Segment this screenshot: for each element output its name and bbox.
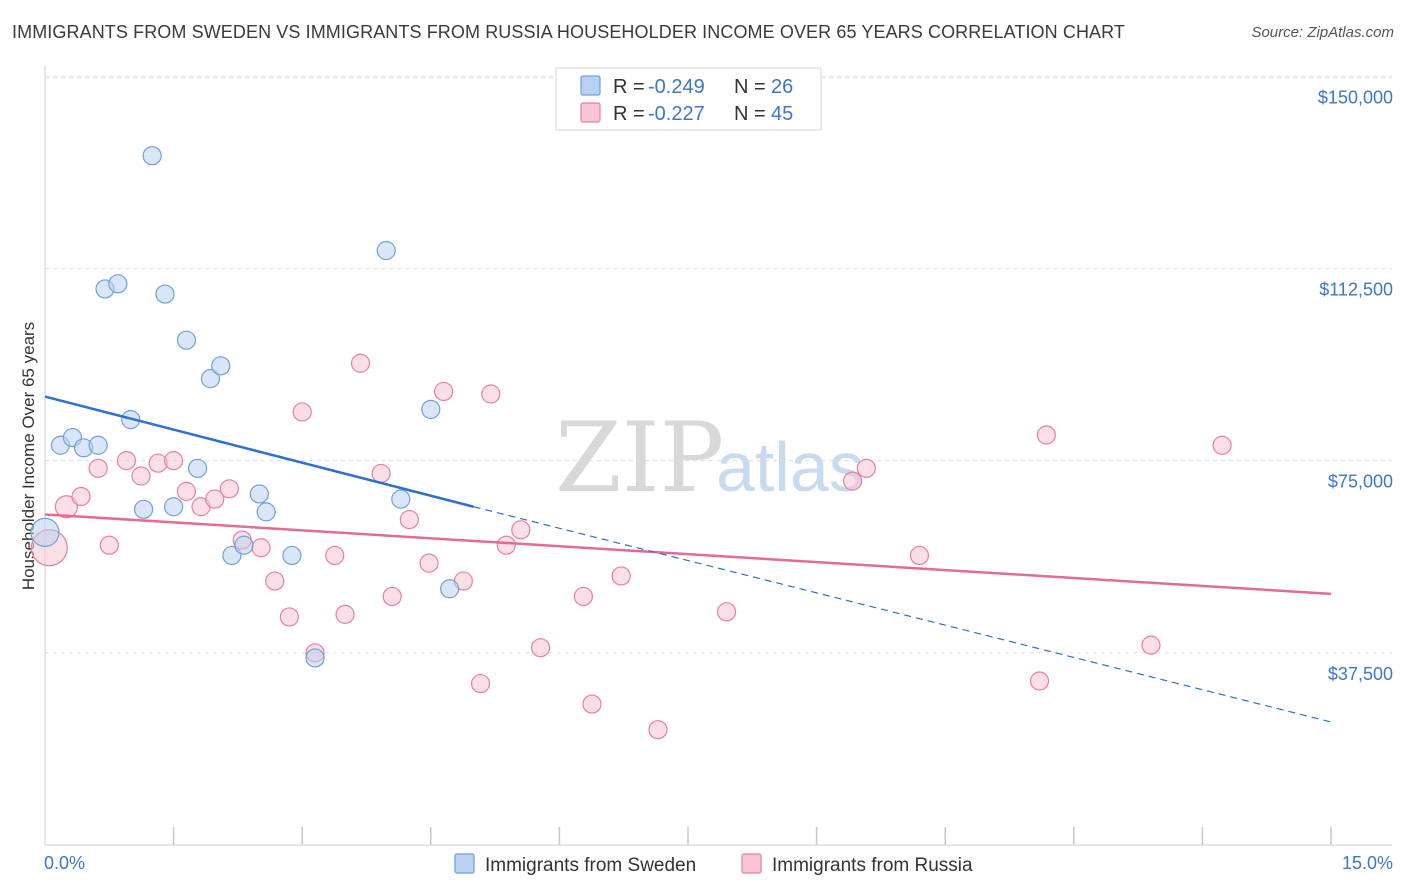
trend-line-russia bbox=[44, 513, 1332, 596]
point-sweden bbox=[108, 274, 128, 294]
legend-n-value-russia: 45 bbox=[771, 103, 793, 125]
point-russia bbox=[99, 535, 119, 555]
point-russia bbox=[265, 571, 285, 591]
point-sweden bbox=[256, 502, 276, 522]
series-legend-label-russia: Immigrants from Russia bbox=[772, 855, 973, 876]
point-russia bbox=[909, 545, 930, 566]
chart-title: IMMIGRANTS FROM SWEDEN VS IMMIGRANTS FRO… bbox=[12, 22, 1126, 42]
point-sweden bbox=[305, 648, 325, 668]
point-russia bbox=[279, 607, 299, 627]
point-russia bbox=[176, 481, 197, 501]
y-tick-label: $112,500 bbox=[1319, 279, 1393, 299]
point-russia bbox=[251, 538, 271, 558]
point-sweden bbox=[188, 458, 208, 478]
point-sweden bbox=[234, 535, 254, 555]
series-legend: Immigrants from Sweden Immigrants from R… bbox=[454, 853, 973, 876]
y-tick-label: $37,500 bbox=[1328, 664, 1393, 684]
point-russia bbox=[1141, 635, 1161, 655]
x-tick-label-min: 0.0% bbox=[44, 853, 85, 873]
point-sweden bbox=[133, 499, 154, 519]
point-russia bbox=[382, 586, 402, 607]
point-russia bbox=[434, 381, 454, 402]
point-sweden bbox=[211, 356, 231, 376]
point-sweden bbox=[391, 489, 411, 509]
source-label: Source: ZipAtlas.com bbox=[1251, 24, 1394, 41]
trend-lines bbox=[44, 395, 1332, 723]
point-russia bbox=[219, 479, 239, 499]
data-points bbox=[30, 146, 1232, 740]
point-russia bbox=[1029, 671, 1050, 691]
point-russia bbox=[88, 458, 108, 478]
correlation-legend: R = -0.249 N = 26 R = -0.227 N = 45 bbox=[555, 67, 822, 131]
point-sweden bbox=[176, 330, 197, 350]
point-sweden bbox=[142, 146, 162, 166]
point-russia bbox=[131, 466, 151, 486]
trend-line-sweden-extension bbox=[473, 506, 1332, 723]
point-russia bbox=[350, 353, 371, 373]
point-russia bbox=[116, 451, 137, 471]
point-russia bbox=[611, 566, 631, 586]
point-sweden bbox=[249, 484, 269, 504]
point-russia bbox=[292, 402, 312, 422]
point-russia bbox=[843, 471, 863, 491]
legend-r-label-sweden: R = bbox=[613, 76, 645, 98]
x-tick-label-max: 15.0% bbox=[1342, 853, 1393, 873]
point-russia bbox=[335, 604, 355, 624]
point-sweden bbox=[30, 517, 60, 547]
y-axis-title: Householder Income Over 65 years bbox=[19, 322, 38, 590]
point-russia bbox=[496, 535, 516, 555]
point-russia bbox=[856, 458, 876, 478]
point-sweden bbox=[376, 240, 396, 261]
series-legend-swatch-russia bbox=[741, 853, 762, 874]
legend-r-label-russia: R = bbox=[613, 103, 645, 125]
watermark-zip: ZIP bbox=[555, 402, 724, 514]
legend-r-value-russia: -0.227 bbox=[648, 103, 705, 125]
point-russia bbox=[573, 586, 594, 607]
point-sweden bbox=[155, 284, 175, 304]
point-russia bbox=[648, 720, 668, 740]
point-russia bbox=[399, 509, 419, 530]
point-sweden bbox=[164, 497, 184, 517]
point-russia bbox=[1036, 425, 1056, 445]
legend-n-label-sweden: N = bbox=[734, 76, 766, 98]
series-legend-swatch-sweden bbox=[454, 853, 475, 874]
point-russia bbox=[325, 545, 345, 566]
y-tick-label: $75,000 bbox=[1328, 472, 1393, 492]
series-legend-label-sweden: Immigrants from Sweden bbox=[485, 855, 696, 876]
point-russia bbox=[481, 384, 501, 404]
trend-line-sweden bbox=[44, 395, 474, 508]
legend-n-value-sweden: 26 bbox=[771, 76, 793, 98]
point-russia bbox=[371, 463, 391, 484]
point-russia bbox=[54, 495, 79, 519]
point-russia bbox=[511, 520, 531, 540]
point-russia bbox=[164, 451, 184, 471]
point-russia bbox=[470, 673, 491, 694]
legend-swatch-sweden bbox=[580, 75, 601, 96]
point-russia bbox=[582, 694, 602, 714]
point-sweden bbox=[88, 435, 108, 455]
point-sweden bbox=[200, 369, 221, 389]
point-sweden bbox=[440, 579, 460, 599]
gridlines bbox=[45, 75, 1392, 654]
point-russia bbox=[419, 553, 439, 573]
point-russia bbox=[205, 489, 225, 509]
point-russia bbox=[716, 602, 737, 622]
watermark-atlas: atlas bbox=[716, 428, 864, 506]
y-tick-label: $150,000 bbox=[1318, 87, 1393, 107]
y-tick-labels: $37,500 $75,000 $112,500 $150,000 bbox=[1318, 87, 1393, 684]
legend-swatch-russia bbox=[580, 102, 601, 123]
legend-r-value-sweden: -0.249 bbox=[648, 76, 705, 98]
point-russia bbox=[530, 638, 551, 658]
point-sweden bbox=[421, 399, 441, 419]
x-ticks bbox=[172, 827, 1332, 845]
point-russia bbox=[1212, 435, 1232, 455]
point-sweden bbox=[282, 545, 302, 566]
point-russia bbox=[71, 486, 91, 507]
legend-n-label-russia: N = bbox=[734, 103, 766, 125]
